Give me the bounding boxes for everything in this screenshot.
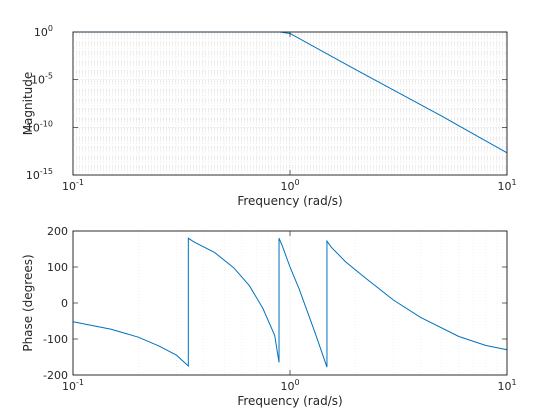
x-tick-label-base: 10 [62, 380, 76, 393]
y-tick-label: 10-15 [26, 167, 53, 182]
y-tick-label-base: 10 [26, 169, 40, 182]
y-tick-label: 100 [47, 261, 68, 274]
grid [73, 32, 507, 175]
x-tick-label: 10-1 [62, 378, 84, 393]
x-axis: 10-1 100 101 [62, 32, 517, 193]
y-tick-label: 0 [61, 297, 68, 310]
x-tick-label-exp: 0 [294, 178, 299, 187]
y-tick-label: 10-5 [31, 72, 53, 87]
y-tick-label-exp: -5 [45, 72, 53, 81]
x-tick-label-base: 10 [280, 180, 294, 193]
x-tick-label-exp: 1 [511, 378, 516, 387]
x-tick-label-base: 10 [497, 380, 511, 393]
x-tick-label: 101 [497, 378, 516, 393]
y-tick-label: -100 [43, 333, 68, 346]
y-axis-label: Phase (degrees) [21, 254, 35, 351]
x-tick-label-exp: -1 [76, 178, 84, 187]
x-tick-label-base: 10 [497, 180, 511, 193]
x-tick-label: 100 [280, 178, 299, 193]
series-line [72, 237, 508, 368]
x-axis: 10-1 100 101 [62, 231, 517, 393]
x-tick-label-exp: 0 [294, 378, 299, 387]
y-tick-label: 200 [47, 225, 68, 238]
y-tick-label-base: 10 [26, 121, 40, 134]
x-tick-label: 10-1 [62, 178, 84, 193]
x-tick-label: 100 [280, 378, 299, 393]
y-tick-label-exp: -15 [40, 167, 53, 176]
x-tick-label-base: 10 [280, 380, 294, 393]
y-axis-label: Magnitude [21, 72, 35, 136]
y-tick-label: 10-10 [26, 119, 53, 134]
y-tick-label-base: 10 [34, 26, 48, 39]
x-tick-label-exp: -1 [76, 378, 84, 387]
x-tick-label-exp: 1 [511, 178, 516, 187]
y-tick-label: 100 [34, 24, 53, 39]
y-axis: 200 100 0 -100 -200 [43, 225, 507, 382]
x-tick-label-base: 10 [62, 180, 76, 193]
grid [138, 231, 498, 375]
y-tick-label-exp: 0 [48, 24, 53, 33]
x-tick-label: 101 [497, 178, 516, 193]
y-tick-label-base: 10 [31, 74, 45, 87]
y-tick-label: -200 [43, 369, 68, 382]
x-axis-label: Frequency (rad/s) [237, 194, 342, 208]
x-axis-label: Frequency (rad/s) [237, 394, 342, 408]
y-tick-label-exp: -10 [40, 119, 53, 128]
